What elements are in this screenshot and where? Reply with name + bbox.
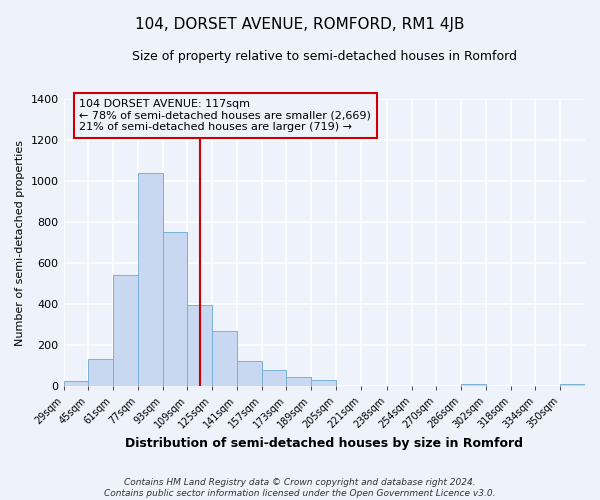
Bar xyxy=(560,384,585,386)
Text: 104, DORSET AVENUE, ROMFORD, RM1 4JB: 104, DORSET AVENUE, ROMFORD, RM1 4JB xyxy=(135,18,465,32)
Bar xyxy=(64,381,88,386)
X-axis label: Distribution of semi-detached houses by size in Romford: Distribution of semi-detached houses by … xyxy=(125,437,523,450)
Text: 104 DORSET AVENUE: 117sqm
← 78% of semi-detached houses are smaller (2,669)
21% : 104 DORSET AVENUE: 117sqm ← 78% of semi-… xyxy=(79,99,371,132)
Bar xyxy=(88,360,113,386)
Bar xyxy=(212,330,237,386)
Bar xyxy=(311,380,336,386)
Bar xyxy=(237,362,262,386)
Bar xyxy=(113,276,138,386)
Y-axis label: Number of semi-detached properties: Number of semi-detached properties xyxy=(15,140,25,346)
Title: Size of property relative to semi-detached houses in Romford: Size of property relative to semi-detach… xyxy=(132,50,517,63)
Bar xyxy=(461,384,486,386)
Text: Contains HM Land Registry data © Crown copyright and database right 2024.
Contai: Contains HM Land Registry data © Crown c… xyxy=(104,478,496,498)
Bar xyxy=(286,377,311,386)
Bar xyxy=(187,305,212,386)
Bar xyxy=(138,172,163,386)
Bar xyxy=(262,370,286,386)
Bar xyxy=(163,232,187,386)
